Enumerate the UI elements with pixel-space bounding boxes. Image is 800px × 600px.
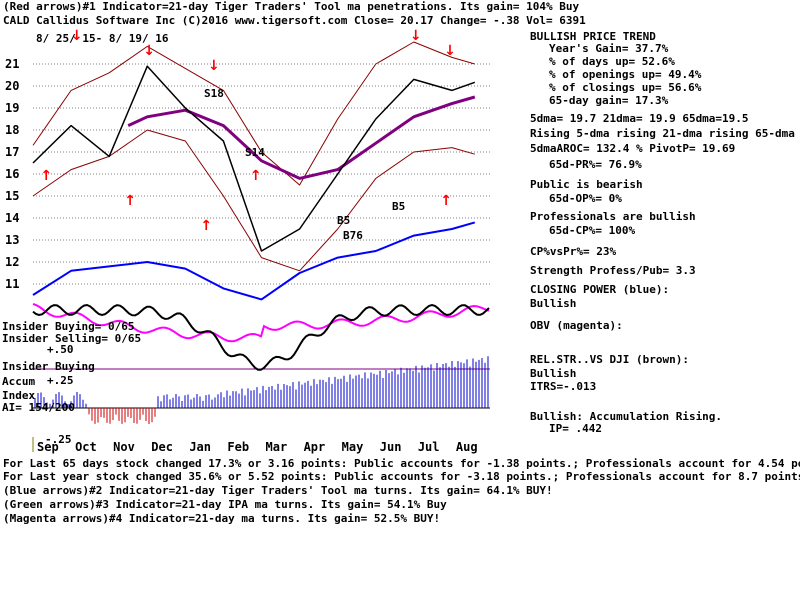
obv-label: OBV (magenta): xyxy=(530,319,623,332)
signal-s14-label: S14 xyxy=(245,146,265,159)
signal-b5-label-a: B5 xyxy=(337,214,351,227)
indicator1-title: (Red arrows)#1 Indicator=21-day Tiger Tr… xyxy=(3,0,580,13)
ytick-label-14: 14 xyxy=(5,211,19,225)
price-line xyxy=(32,65,476,252)
red-down-arrow: ↓ xyxy=(71,28,83,44)
ytick-label-17: 17 xyxy=(5,145,19,159)
years-gain: Year's Gain= 37.7% xyxy=(549,42,669,55)
rel-str-status: Bullish xyxy=(530,367,577,380)
minus25-label: -.25 xyxy=(45,433,72,446)
red-up-arrow: ↑ xyxy=(440,193,452,209)
month-label-sep: Sep xyxy=(37,440,59,454)
month-label-may: May xyxy=(342,440,364,454)
month-label-aug: Aug xyxy=(456,440,478,454)
accumulation-histogram xyxy=(34,356,489,424)
ticker-line: CALD Callidus Software Inc (C)2016 www.t… xyxy=(3,14,586,27)
insider-buying-label-2: Insider Buying xyxy=(2,360,95,373)
month-label-oct: Oct xyxy=(75,440,97,454)
ai-label: AI= 154/200 xyxy=(2,401,75,414)
plus50-label: +.50 xyxy=(47,343,74,356)
red-down-arrow: ↓ xyxy=(208,58,220,74)
footer-year: For Last year stock changed 35.6% or 5.5… xyxy=(3,470,800,483)
rising-dma: Rising 5-dma rising 21-dma rising 65-dma xyxy=(530,127,795,140)
ytick-label-16: 16 xyxy=(5,167,19,181)
index-label: Index xyxy=(2,389,36,402)
accum-status: Bullish: Accumulation Rising. xyxy=(530,410,723,423)
days-up: % of days up= 52.6% xyxy=(549,55,675,68)
trend-title: BULLISH PRICE TREND xyxy=(530,30,656,43)
plus25-label: +.25 xyxy=(47,374,74,387)
red-up-arrow: ↑ xyxy=(124,193,136,209)
pr-pct: 65d-PR%= 76.9% xyxy=(549,158,642,171)
month-label-nov: Nov xyxy=(113,440,135,454)
rel-strength-line xyxy=(32,303,490,371)
accum-label: Accum xyxy=(2,375,36,388)
ytick-label-15: 15 xyxy=(5,189,19,203)
signal-b5-label-b: B5 xyxy=(392,200,406,213)
red-up-arrow: ↑ xyxy=(200,218,212,234)
red-down-arrow: ↓ xyxy=(444,43,456,59)
signal-arrows: ↓ ↓ ↓ ↓ ↓ ↑ ↑ ↑ ↑ ↑ xyxy=(40,28,455,234)
op-pct: 65d-OP%= 0% xyxy=(549,192,622,205)
rel-str-label: REL.STR..VS DJI (brown): xyxy=(530,353,689,366)
ytick-label-18: 18 xyxy=(5,123,19,137)
red-down-arrow: ↓ xyxy=(143,43,155,59)
closing-power-status: Bullish xyxy=(530,297,577,310)
red-down-arrow: ↓ xyxy=(410,28,422,44)
ytick-label-13: 13 xyxy=(5,233,19,247)
footer-blue-arrows: (Blue arrows)#2 Indicator=21-day Tiger T… xyxy=(3,484,553,497)
indicator-gridlines xyxy=(32,368,490,409)
closings-up: % of closings up= 56.6% xyxy=(549,81,702,94)
openings-up: % of openings up= 49.4% xyxy=(549,68,702,81)
obv-line xyxy=(32,303,490,343)
month-axis-labels: Sep Oct Nov Dec Jan Feb Mar Apr May Jun Jul Aug xyxy=(37,440,478,454)
day65-gain: 65-day gain= 17.3% xyxy=(549,94,669,107)
cp-vs-pr: CP%vsPr%= 23% xyxy=(530,245,617,258)
itrs-value: ITRS=-.013 xyxy=(530,380,597,393)
signal-b76-label: B76 xyxy=(343,229,363,242)
red-up-arrow: ↑ xyxy=(40,168,52,184)
ma65-line xyxy=(127,95,476,180)
footer-65day: For Last 65 days stock changed 17.3% or … xyxy=(3,457,800,470)
moving-averages: 5dma= 19.7 21dma= 19.9 65dma=19.5 xyxy=(530,112,749,125)
red-up-arrow: ↑ xyxy=(250,168,262,184)
public-status: Public is bearish xyxy=(530,178,643,191)
month-label-apr: Apr xyxy=(304,440,326,454)
ytick-label-12: 12 xyxy=(5,255,19,269)
month-label-jul: Jul xyxy=(418,440,440,454)
month-label-jan: Jan xyxy=(189,440,211,454)
ytick-label-19: 19 xyxy=(5,101,19,115)
professionals-status: Professionals are bullish xyxy=(530,210,696,223)
month-label-mar: Mar xyxy=(266,440,288,454)
footer-magenta-arrows: (Magenta arrows)#4 Indicator=21-day ma t… xyxy=(3,512,441,525)
closing-power-line xyxy=(32,221,476,301)
price-gridlines xyxy=(33,63,490,285)
cp-pct: 65d-CP%= 100% xyxy=(549,224,636,237)
signal-s18-label: S18 xyxy=(204,87,224,100)
upper-band-line xyxy=(32,41,475,186)
month-label-feb: Feb xyxy=(227,440,249,454)
footer-green-arrows: (Green arrows)#3 Indicator=21-day IPA ma… xyxy=(3,498,447,511)
insider-buying-label: Insider Buying= 0/65 xyxy=(2,320,135,333)
ytick-label-21: 21 xyxy=(5,57,19,71)
strength-ratio: Strength Profess/Pub= 3.3 xyxy=(530,264,696,277)
month-label-jun: Jun xyxy=(380,440,402,454)
ytick-label-20: 20 xyxy=(5,79,19,93)
closing-power-label: CLOSING POWER (blue): xyxy=(530,283,670,296)
aroc-pivot: 5dmaAROC= 132.4 % PivotP= 19.69 xyxy=(530,142,736,155)
insider-selling-label: Insider Selling= 0/65 xyxy=(2,332,142,345)
ip-value: IP= .442 xyxy=(549,422,602,435)
date-range: 8/ 25/ 15- 8/ 19/ 16 xyxy=(36,32,169,45)
month-label-dec: Dec xyxy=(151,440,173,454)
price-axis-labels: 21 20 19 18 17 16 15 14 13 12 11 xyxy=(5,57,19,291)
ytick-label-11: 11 xyxy=(5,277,19,291)
